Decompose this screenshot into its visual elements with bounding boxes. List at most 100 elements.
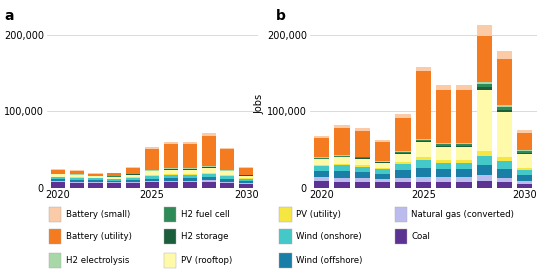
- Bar: [416, 177, 431, 182]
- Bar: [355, 178, 370, 182]
- Bar: [145, 147, 159, 149]
- Bar: [355, 172, 370, 178]
- Bar: [436, 91, 451, 142]
- Bar: [51, 179, 65, 181]
- Bar: [314, 138, 329, 157]
- Bar: [416, 182, 431, 188]
- Bar: [456, 142, 472, 144]
- Bar: [375, 142, 390, 161]
- Bar: [164, 181, 178, 182]
- Bar: [497, 157, 512, 161]
- Bar: [375, 162, 390, 163]
- Bar: [396, 118, 410, 151]
- Bar: [375, 182, 390, 188]
- Bar: [202, 166, 216, 167]
- Bar: [182, 170, 197, 174]
- Text: H2 electrolysis: H2 electrolysis: [66, 256, 129, 265]
- Bar: [436, 142, 451, 144]
- Bar: [477, 165, 492, 176]
- Bar: [456, 144, 472, 146]
- Bar: [107, 183, 122, 188]
- Bar: [396, 164, 410, 170]
- Bar: [396, 115, 410, 118]
- Bar: [70, 178, 84, 180]
- Bar: [126, 177, 140, 178]
- Bar: [182, 168, 197, 169]
- Bar: [497, 105, 512, 107]
- Bar: [164, 178, 178, 181]
- Bar: [416, 142, 431, 157]
- Bar: [220, 176, 235, 179]
- Bar: [202, 167, 216, 168]
- Bar: [220, 148, 235, 150]
- Bar: [220, 175, 235, 176]
- Bar: [70, 170, 84, 171]
- Bar: [477, 36, 492, 82]
- Bar: [51, 174, 65, 177]
- Bar: [477, 87, 492, 90]
- Bar: [51, 177, 65, 179]
- Bar: [355, 156, 370, 157]
- Bar: [334, 155, 350, 156]
- Text: a: a: [4, 9, 14, 23]
- Text: Battery (small): Battery (small): [66, 210, 130, 219]
- Bar: [164, 182, 178, 188]
- Bar: [107, 179, 122, 181]
- Bar: [456, 177, 472, 182]
- Bar: [239, 176, 253, 178]
- Bar: [396, 182, 410, 188]
- Bar: [334, 156, 350, 157]
- Bar: [70, 180, 84, 182]
- Bar: [416, 160, 431, 168]
- Bar: [416, 157, 431, 160]
- Bar: [182, 169, 197, 170]
- Text: Coal: Coal: [411, 232, 430, 241]
- Bar: [182, 182, 197, 188]
- Bar: [375, 169, 390, 174]
- Text: b: b: [276, 9, 286, 23]
- Bar: [145, 181, 159, 182]
- Bar: [416, 71, 431, 139]
- Bar: [517, 181, 533, 184]
- Bar: [355, 131, 370, 156]
- Bar: [436, 146, 451, 147]
- Bar: [164, 168, 178, 169]
- Bar: [70, 171, 84, 174]
- Bar: [239, 168, 253, 175]
- Bar: [497, 51, 512, 59]
- Bar: [70, 175, 84, 177]
- Bar: [416, 140, 431, 141]
- Bar: [164, 170, 178, 174]
- Bar: [126, 178, 140, 180]
- Bar: [202, 136, 216, 166]
- Bar: [355, 182, 370, 188]
- Bar: [456, 169, 472, 177]
- Bar: [88, 174, 102, 176]
- Bar: [517, 153, 533, 154]
- Bar: [355, 128, 370, 131]
- Bar: [517, 170, 533, 175]
- Bar: [126, 180, 140, 182]
- Bar: [355, 157, 370, 158]
- Bar: [51, 181, 65, 182]
- Bar: [497, 59, 512, 105]
- Bar: [164, 174, 178, 175]
- Bar: [334, 164, 350, 166]
- Text: Battery (utility): Battery (utility): [66, 232, 132, 241]
- Bar: [107, 177, 122, 179]
- Bar: [182, 174, 197, 175]
- Bar: [334, 125, 350, 128]
- Bar: [145, 171, 159, 175]
- Bar: [202, 172, 216, 174]
- Bar: [355, 158, 370, 159]
- Bar: [145, 149, 159, 170]
- Bar: [314, 136, 329, 138]
- Bar: [314, 171, 329, 177]
- Bar: [126, 175, 140, 177]
- Bar: [202, 168, 216, 172]
- Bar: [126, 167, 140, 168]
- Bar: [107, 174, 122, 176]
- Bar: [456, 163, 472, 169]
- Bar: [497, 178, 512, 182]
- Bar: [517, 151, 533, 153]
